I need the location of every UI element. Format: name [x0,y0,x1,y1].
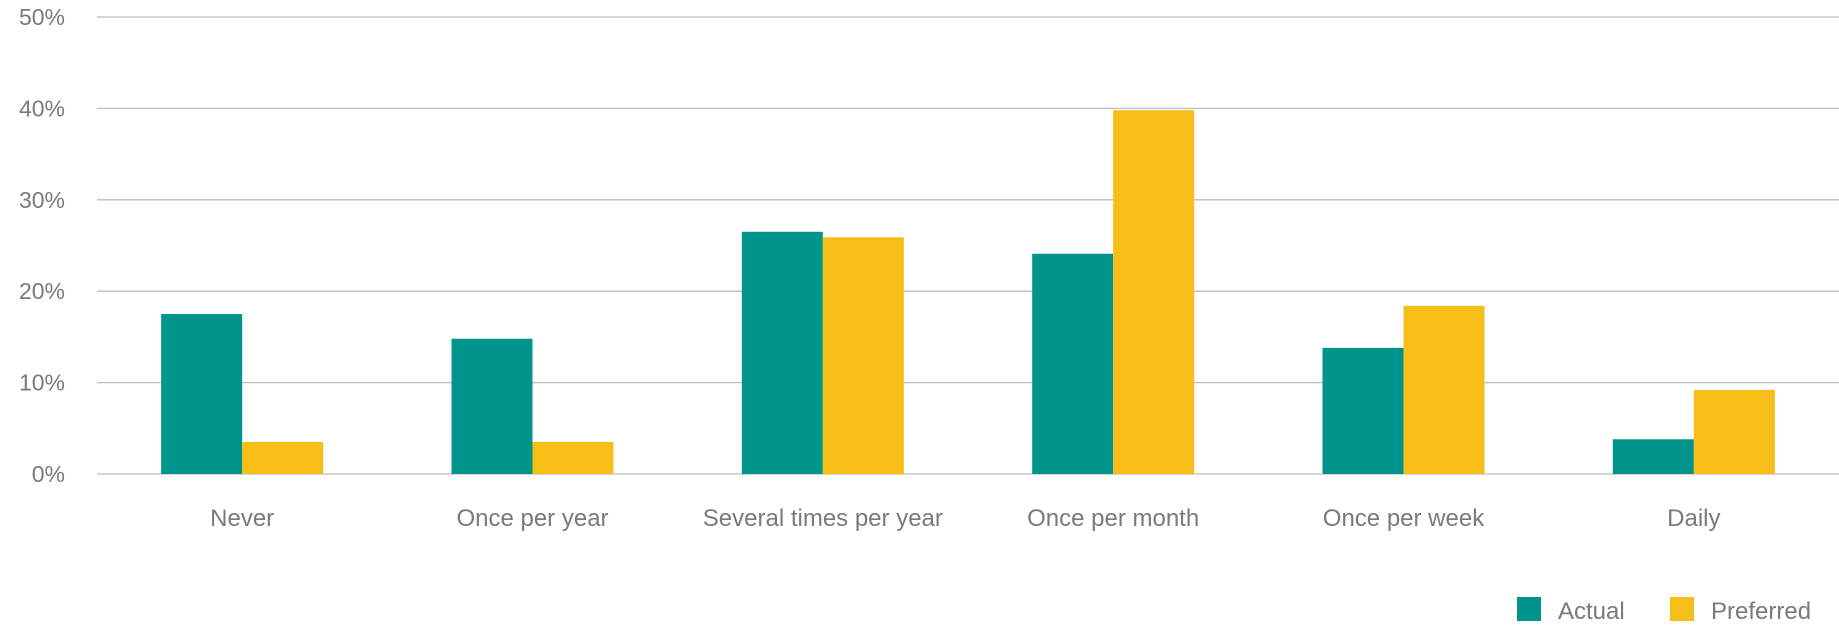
bar-actual [1322,347,1404,474]
x-category-label: Daily [1667,505,1720,532]
y-axis-tick-labels: 0% 10% 20% 30% 40% 50% [19,4,65,487]
x-category-label: Once per year [456,505,608,532]
bar-preferred [242,442,324,474]
y-tick-label: 40% [19,95,65,121]
bar-preferred [822,237,904,474]
bar-preferred [1113,110,1195,474]
x-category-label: Never [210,505,274,532]
legend: Actual Preferred [1517,597,1811,625]
bar-preferred [532,442,614,474]
x-category-label: Several times per year [703,505,943,532]
y-tick-label: 50% [19,4,65,30]
y-tick-label: 10% [19,370,65,396]
bar-actual [1612,439,1694,474]
bar-actual [741,231,823,474]
legend-label-actual: Actual [1558,598,1625,623]
bar-preferred [1693,389,1775,474]
x-category-label: Once per month [1027,505,1199,532]
bars [161,110,1775,474]
legend-swatch-actual [1517,597,1541,621]
bar-actual [451,338,533,474]
y-tick-label: 30% [19,187,65,213]
bar-preferred [1403,305,1485,474]
legend-swatch-preferred [1670,597,1694,621]
gridlines [97,16,1839,475]
x-category-label: Once per week [1323,505,1485,532]
x-axis-category-labels: Never Once per year Several times per year… [210,505,1720,532]
bar-actual [161,314,243,474]
y-tick-label: 0% [32,461,65,487]
bar-actual [1032,253,1114,474]
legend-label-preferred: Preferred [1711,598,1811,623]
y-tick-label: 20% [19,278,65,304]
